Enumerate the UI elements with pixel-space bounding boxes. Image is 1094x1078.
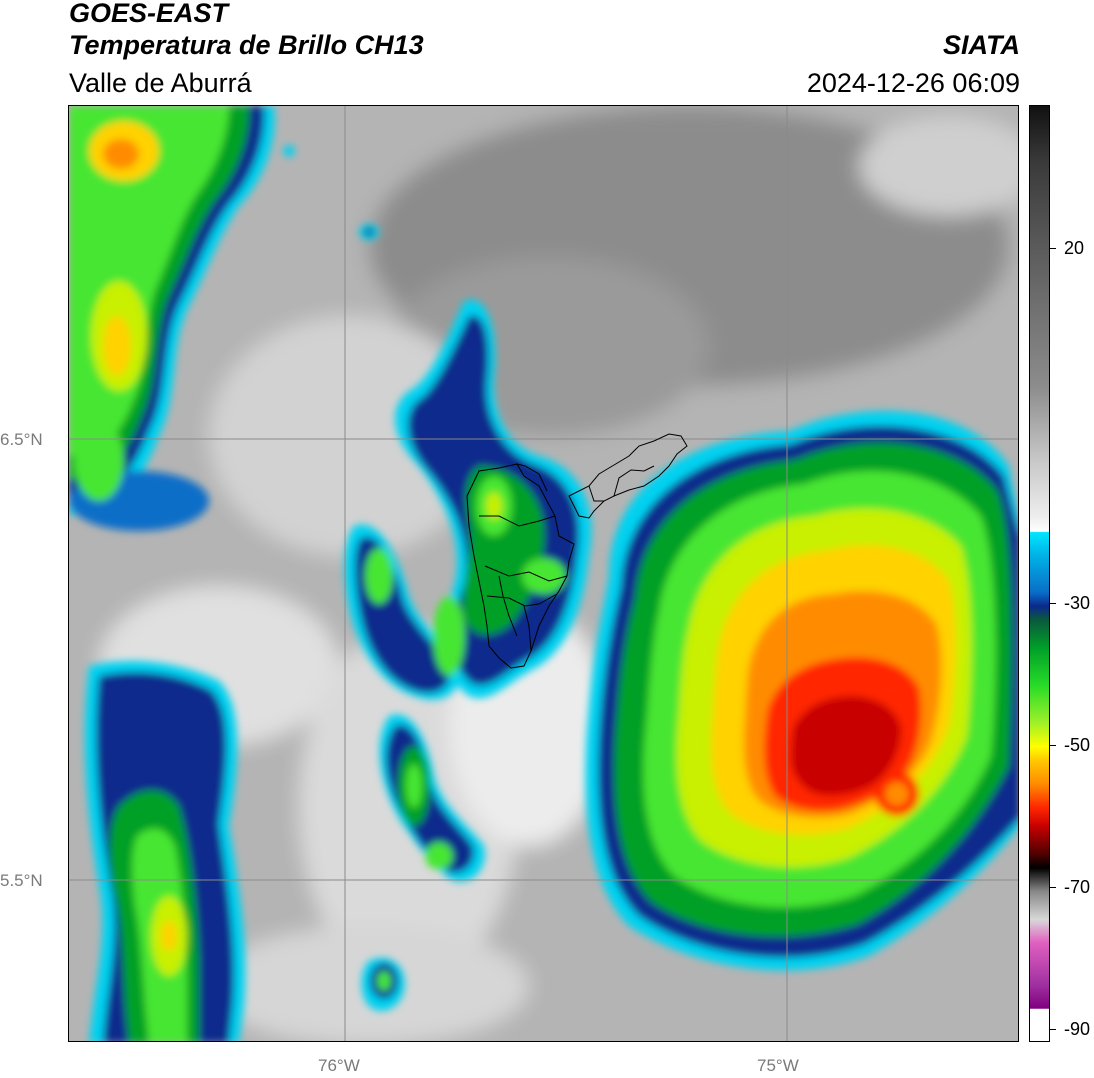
storm-east (585, 410, 1018, 971)
colorbar-label: -30 (1064, 593, 1091, 613)
cloud-band-southwest (84, 661, 246, 1041)
temperature-colorbar (1029, 105, 1050, 1042)
cloud-cluster-central (283, 145, 592, 1011)
longitude-label: 76°W (318, 1056, 360, 1075)
map-canvas (69, 106, 1018, 1041)
graticule (69, 106, 1018, 1041)
colorbar-label: -70 (1064, 877, 1091, 897)
cloud-band-northwest (69, 106, 275, 531)
latitude-label: 5.5°N (0, 871, 43, 890)
latitude-label: 6.5°N (0, 430, 43, 449)
image-datetime: 2024-12-26 06:09 (806, 68, 1020, 98)
product-title: Temperatura de Brillo CH13 (69, 30, 424, 60)
colorbar-tick (1050, 745, 1056, 746)
municipal-boundaries (466, 433, 688, 669)
region-name: Valle de Aburrá (69, 68, 252, 98)
longitude-label: 75°W (757, 1056, 799, 1075)
satellite-map[interactable] (68, 105, 1019, 1042)
colorbar-label: 20 (1064, 238, 1085, 258)
colorbar-tick (1050, 1029, 1056, 1030)
colorbar-tick (1050, 887, 1056, 888)
colorbar-label: -50 (1064, 735, 1091, 755)
colorbar-label: -90 (1064, 1019, 1091, 1039)
satellite-name: GOES-EAST (69, 0, 229, 28)
organization-name: SIATA (943, 30, 1020, 60)
colorbar-tick (1050, 248, 1056, 249)
colorbar-tick (1050, 603, 1056, 604)
